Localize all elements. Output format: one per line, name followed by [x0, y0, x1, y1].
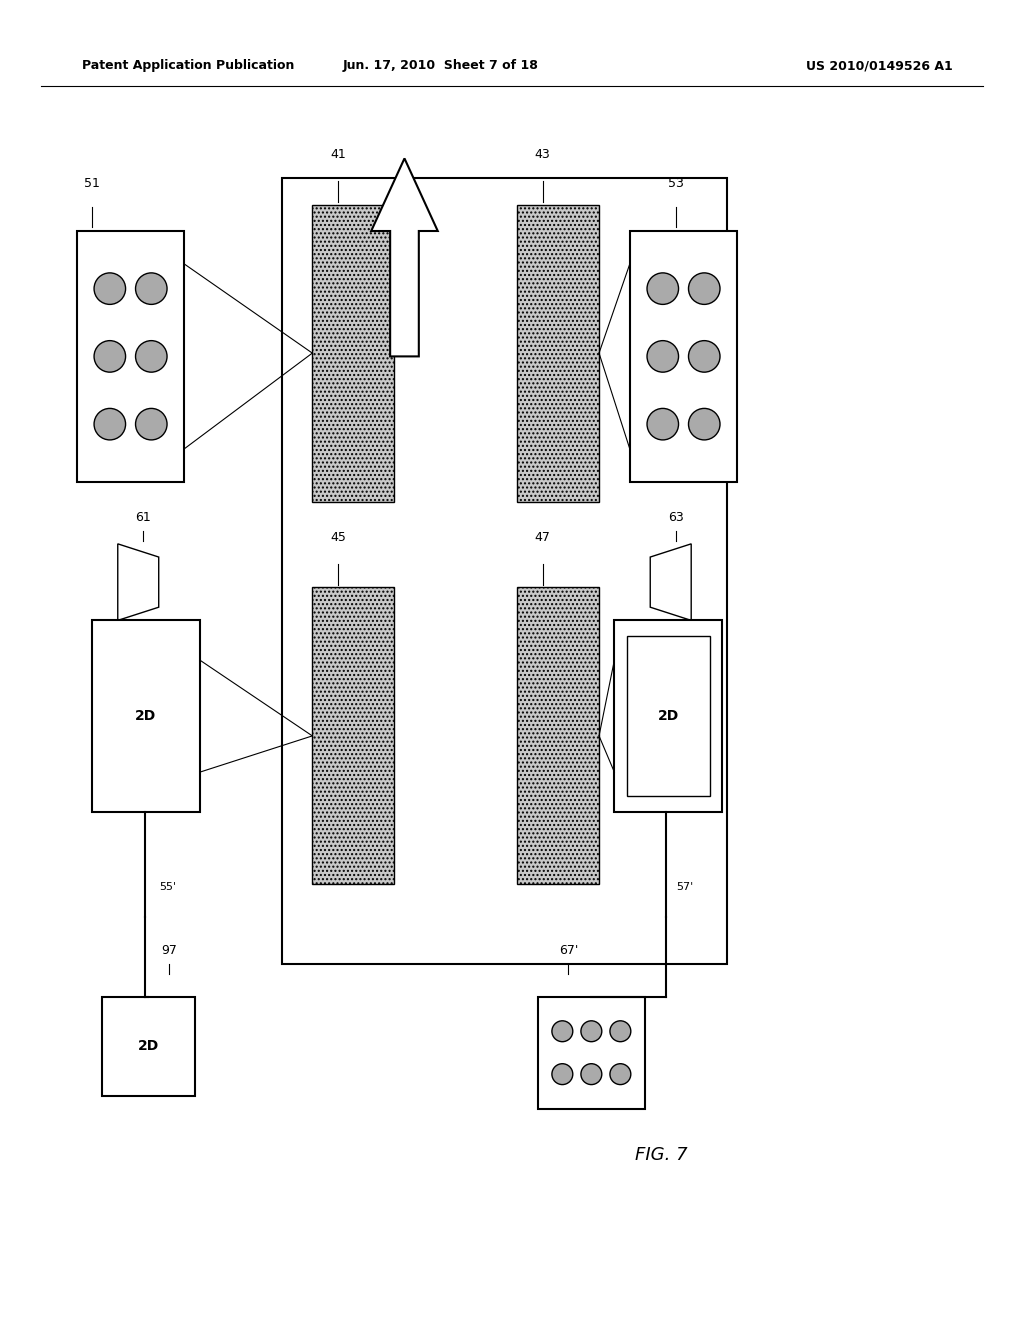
Circle shape	[610, 1064, 631, 1085]
Text: 2D: 2D	[138, 1039, 159, 1053]
Circle shape	[552, 1020, 572, 1041]
Text: US 2010/0149526 A1: US 2010/0149526 A1	[806, 59, 952, 73]
Circle shape	[581, 1064, 602, 1085]
Circle shape	[94, 273, 126, 305]
Polygon shape	[650, 544, 691, 620]
Bar	[312, 587, 394, 884]
Circle shape	[647, 408, 679, 440]
Text: Patent Application Publication: Patent Application Publication	[82, 59, 294, 73]
Circle shape	[610, 1020, 631, 1041]
Text: 55': 55'	[159, 882, 176, 892]
Text: 63: 63	[668, 511, 684, 524]
Bar	[614, 620, 722, 812]
Bar	[517, 587, 599, 884]
Bar	[517, 205, 599, 502]
Text: 47: 47	[535, 531, 551, 544]
Text: 41: 41	[330, 148, 346, 161]
Text: 53: 53	[668, 177, 684, 190]
Circle shape	[647, 273, 679, 305]
Bar	[312, 205, 394, 502]
Text: 45: 45	[330, 531, 346, 544]
Text: 97: 97	[161, 944, 177, 957]
Bar	[627, 636, 710, 796]
Bar	[77, 231, 184, 482]
Text: 2D: 2D	[135, 709, 157, 723]
Circle shape	[135, 273, 167, 305]
Text: 2D: 2D	[657, 709, 679, 723]
Text: 43: 43	[535, 148, 551, 161]
Polygon shape	[372, 158, 438, 356]
Circle shape	[688, 273, 720, 305]
Bar	[630, 231, 737, 482]
Bar	[92, 620, 200, 812]
Text: 51: 51	[84, 177, 100, 190]
Bar	[282, 178, 727, 964]
Circle shape	[94, 408, 126, 440]
Bar	[102, 997, 195, 1096]
Circle shape	[552, 1064, 572, 1085]
Circle shape	[94, 341, 126, 372]
Text: 61: 61	[135, 511, 152, 524]
Circle shape	[135, 408, 167, 440]
Bar	[538, 997, 645, 1109]
Circle shape	[688, 408, 720, 440]
Text: FIG. 7: FIG. 7	[635, 1146, 687, 1164]
Circle shape	[647, 341, 679, 372]
Polygon shape	[118, 544, 159, 620]
Text: 67': 67'	[559, 944, 578, 957]
Circle shape	[688, 341, 720, 372]
Circle shape	[581, 1020, 602, 1041]
Text: 57': 57'	[676, 882, 693, 892]
Circle shape	[135, 341, 167, 372]
Text: Jun. 17, 2010  Sheet 7 of 18: Jun. 17, 2010 Sheet 7 of 18	[342, 59, 539, 73]
